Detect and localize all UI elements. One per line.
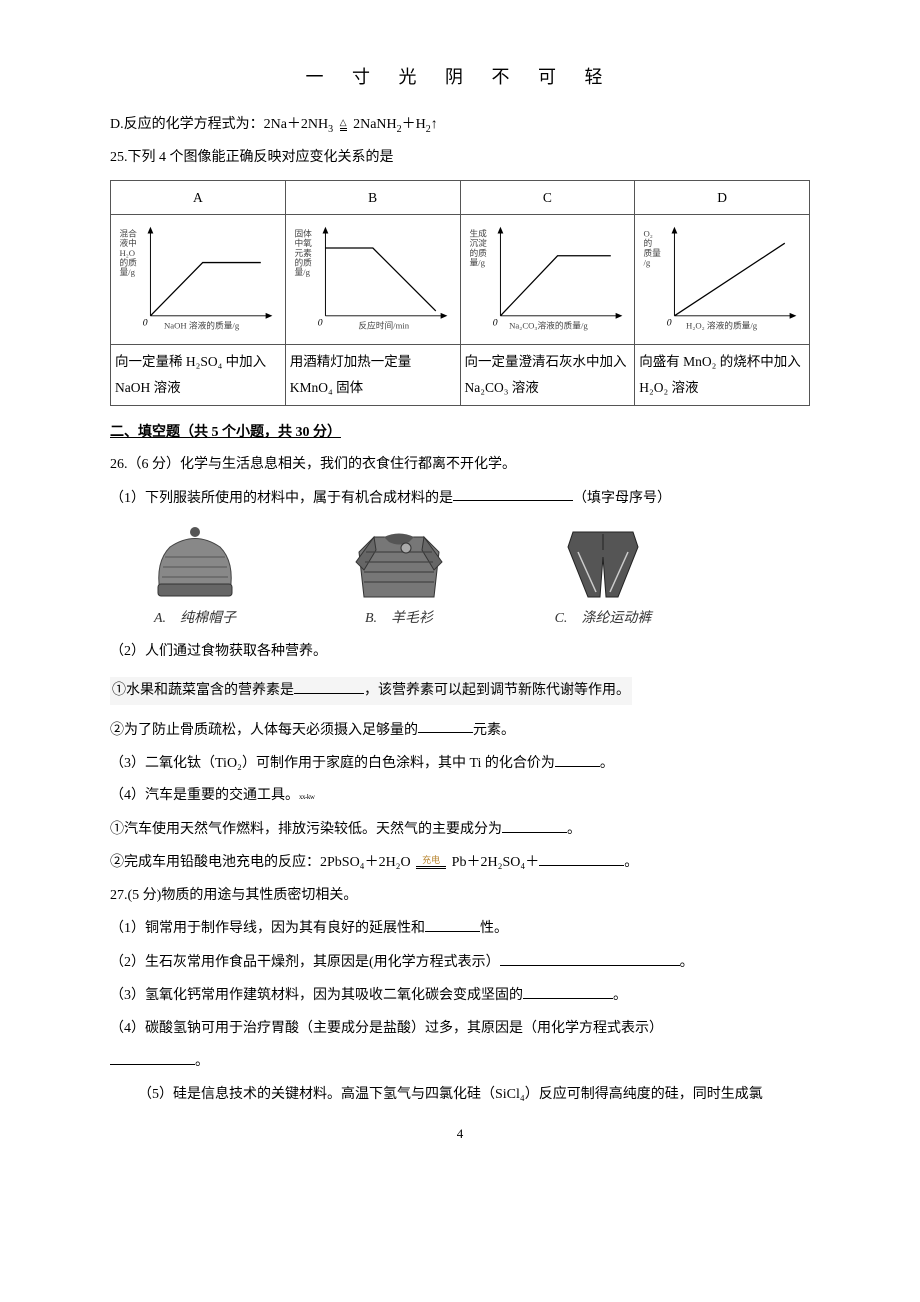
desc-d: 向盛有 MnO₂ 的烧杯中加入 H₂O₂ 溶液	[635, 345, 810, 405]
col-a: A	[111, 180, 286, 215]
reaction-condition: △	[340, 118, 347, 132]
page-header: 一 寸 光 阴 不 可 轻	[110, 60, 810, 94]
svg-text:的: 的	[644, 237, 653, 248]
blank[interactable]	[453, 485, 573, 502]
q24d-sub1: 3	[328, 124, 333, 135]
q26-4-2: ②完成车用铅酸电池充电的反应：2PbSO₄＋2H₂O 充电 Pb＋2H₂SO₄＋…	[110, 849, 810, 876]
svg-text:固体: 固体	[294, 228, 312, 239]
blank[interactable]	[418, 717, 473, 734]
q26-3: （3）二氧化钛（TiO₂）可制作用于家庭的白色涂料，其中 Ti 的化合价为。	[110, 750, 810, 777]
svg-text:O₂: O₂	[644, 229, 653, 239]
desc-c: 向一定量澄清石灰水中加入 Na₂CO₃ 溶液	[460, 345, 635, 405]
cloth-c: C. 涤纶运动裤	[528, 522, 678, 633]
q26-2: （2）人们通过食物获取各种营养。	[110, 639, 810, 666]
cloth-b: B. 羊毛衫	[324, 522, 474, 633]
svg-text:0: 0	[143, 318, 148, 329]
q27-3: （3）氢氧化钙常用作建筑材料，因为其吸收二氧化碳会变成坚固的。	[110, 982, 810, 1009]
svg-text:的质: 的质	[119, 257, 137, 268]
q27-5: （5）硅是信息技术的关键材料。高温下氢气与四氯化硅（SiCl₄）反应可制得高纯度…	[110, 1082, 810, 1109]
q27-stem: 27.(5 分)物质的用途与其性质密切相关。	[110, 883, 810, 910]
desc-a: 向一定量稀 H₂SO₄ 中加入 NaOH 溶液	[111, 345, 286, 405]
graph-d: O₂ 的 质量 /g 0 H₂O₂ 溶液的质量/g	[635, 215, 810, 345]
blank[interactable]	[502, 816, 567, 833]
svg-text:0: 0	[667, 318, 672, 329]
q25-stem: 25.下列 4 个图像能正确反映对应变化关系的是	[110, 145, 810, 172]
blank[interactable]	[523, 982, 613, 999]
cloth-a-label: A. 纯棉帽子	[120, 606, 270, 633]
q26-2-1: ①水果和蔬菜富含的营养素是，该营养素可以起到调节新陈代谢等作用。	[110, 677, 632, 704]
col-b: B	[285, 180, 460, 215]
svg-text:的质: 的质	[294, 257, 312, 268]
svg-text:液中: 液中	[119, 237, 136, 248]
svg-text:反应时间/min: 反应时间/min	[358, 320, 409, 331]
cloth-c-label: C. 涤纶运动裤	[528, 606, 678, 633]
svg-text:0: 0	[317, 318, 322, 329]
svg-text:量/g: 量/g	[469, 258, 485, 268]
svg-text:混合: 混合	[119, 228, 137, 239]
q26-stem: 26.（6 分）化学与生活息息相关，我们的衣食住行都离不开化学。	[110, 452, 810, 479]
svg-text:生成: 生成	[469, 228, 487, 239]
svg-text:沉淀: 沉淀	[469, 237, 487, 248]
blank[interactable]	[539, 849, 624, 866]
blank[interactable]	[110, 1048, 195, 1065]
svg-text:质量: 质量	[644, 247, 662, 258]
svg-text:Na₂CO₃溶液的质量/g: Na₂CO₃溶液的质量/g	[509, 320, 588, 331]
page-number: 4	[110, 1122, 810, 1147]
q27-1: （1）铜常用于制作导线，因为其有良好的延展性和性。	[110, 915, 810, 942]
blank[interactable]	[500, 949, 680, 966]
q26-1: （1）下列服装所使用的材料中，属于有机合成材料的是（填字母序号）	[110, 485, 810, 512]
graph-c: 生成 沉淀 的质 量/g 0 Na₂CO₃溶液的质量/g	[460, 215, 635, 345]
q26-4: （4）汽车是重要的交通工具。xx-kw	[110, 783, 810, 810]
col-d: D	[635, 180, 810, 215]
q26-2-2: ②为了防止骨质疏松，人体每天必须摄入足够量的元素。	[110, 717, 810, 744]
blank[interactable]	[294, 677, 364, 694]
watermark-kw: xx-kw	[299, 793, 314, 801]
svg-text:H₂O: H₂O	[119, 248, 135, 258]
q27-4: （4）碳酸氢钠可用于治疗胃酸（主要成分是盐酸）过多，其原因是（用化学方程式表示）	[110, 1016, 810, 1043]
q24-option-d: D.反应的化学方程式为：2Na＋2NH3 △ 2NaNH2＋H2↑	[110, 112, 810, 139]
desc-b: 用酒精灯加热一定量 KMnO₄ 固体	[285, 345, 460, 405]
q27-2: （2）生石灰常用作食品干燥剂，其原因是(用化学方程式表示）。	[110, 949, 810, 976]
svg-text:量/g: 量/g	[119, 267, 135, 277]
q24d-lead: D.反应的化学方程式为：2Na＋2NH	[110, 117, 328, 132]
q25-table: A B C D 混合 液中 H₂O 的质 量/g 0 NaOH 溶液的质量/g	[110, 180, 810, 406]
clothes-row: A. 纯棉帽子 B. 羊毛衫	[120, 522, 810, 633]
svg-text:/g: /g	[644, 258, 651, 268]
svg-text:量/g: 量/g	[294, 267, 310, 277]
q24d-tail: 2NaNH	[353, 117, 397, 132]
graph-b: 固体 中氧 元素 的质 量/g 0 反应时间/min	[285, 215, 460, 345]
cloth-b-label: B. 羊毛衫	[324, 606, 474, 633]
graph-a: 混合 液中 H₂O 的质 量/g 0 NaOH 溶液的质量/g	[111, 215, 286, 345]
svg-text:元素: 元素	[294, 247, 312, 258]
col-c: C	[460, 180, 635, 215]
charge-condition: 充电	[416, 856, 446, 870]
q26-4-1: ①汽车使用天然气作燃料，排放污染较低。天然气的主要成分为。	[110, 816, 810, 843]
cloth-a: A. 纯棉帽子	[120, 522, 270, 633]
blank[interactable]	[425, 915, 480, 932]
svg-text:NaOH 溶液的质量/g: NaOH 溶液的质量/g	[164, 320, 240, 331]
blank[interactable]	[555, 750, 600, 767]
q27-4b: 。	[110, 1048, 810, 1075]
svg-text:中氧: 中氧	[294, 237, 312, 248]
svg-text:0: 0	[492, 318, 497, 329]
section-2-title: 二、填空题（共 5 个小题，共 30 分）	[110, 420, 810, 447]
svg-text:H₂O₂ 溶液的质量/g: H₂O₂ 溶液的质量/g	[686, 320, 758, 331]
svg-text:的质: 的质	[469, 247, 487, 258]
